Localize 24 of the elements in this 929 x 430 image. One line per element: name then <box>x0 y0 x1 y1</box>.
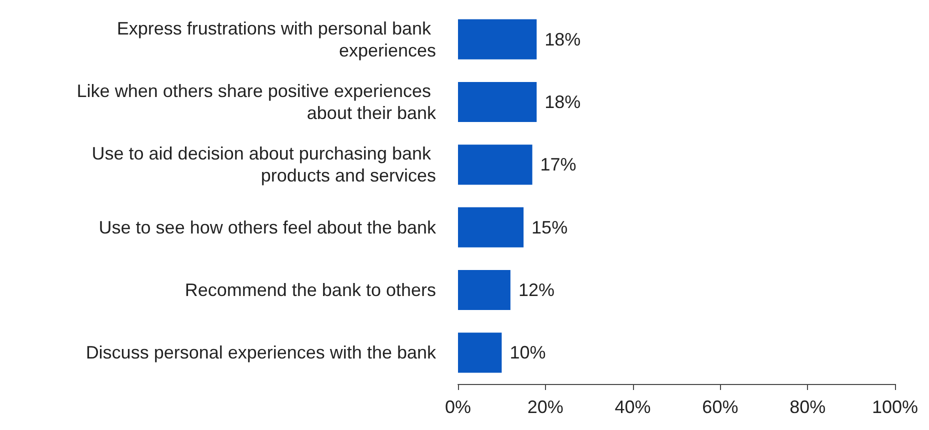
bar <box>458 207 524 248</box>
y-tick-label: Express frustrations with personal bank experiences <box>116 18 436 60</box>
y-tick-label: Recommend the bank to others <box>184 280 436 300</box>
y-tick-label: Discuss personal experiences with the bank <box>86 342 437 363</box>
data-label: 18% <box>544 29 581 50</box>
x-tick-label: 100% <box>872 397 918 417</box>
y-tick-label: Use to aid decision about purchasing bank products and services <box>92 144 436 186</box>
x-tick-label: 80% <box>790 397 826 417</box>
y-tick-label: Use to see how others feel about the bank <box>98 217 437 238</box>
data-label: 10% <box>510 342 546 363</box>
bar <box>458 332 502 373</box>
data-label: 17% <box>540 154 576 175</box>
data-label: 18% <box>544 92 581 112</box>
data-label: 12% <box>518 280 554 300</box>
x-tick-label: 40% <box>614 397 651 417</box>
bar <box>458 82 537 122</box>
y-tick-label: Like when others share positive experiences about their bank <box>76 81 437 123</box>
x-tick-label: 20% <box>527 397 564 417</box>
x-tick-label: 0% <box>444 397 472 417</box>
bar <box>458 19 537 60</box>
bar <box>458 144 532 185</box>
bar <box>458 270 510 310</box>
data-label: 15% <box>532 217 568 238</box>
x-tick-label: 60% <box>702 397 738 417</box>
